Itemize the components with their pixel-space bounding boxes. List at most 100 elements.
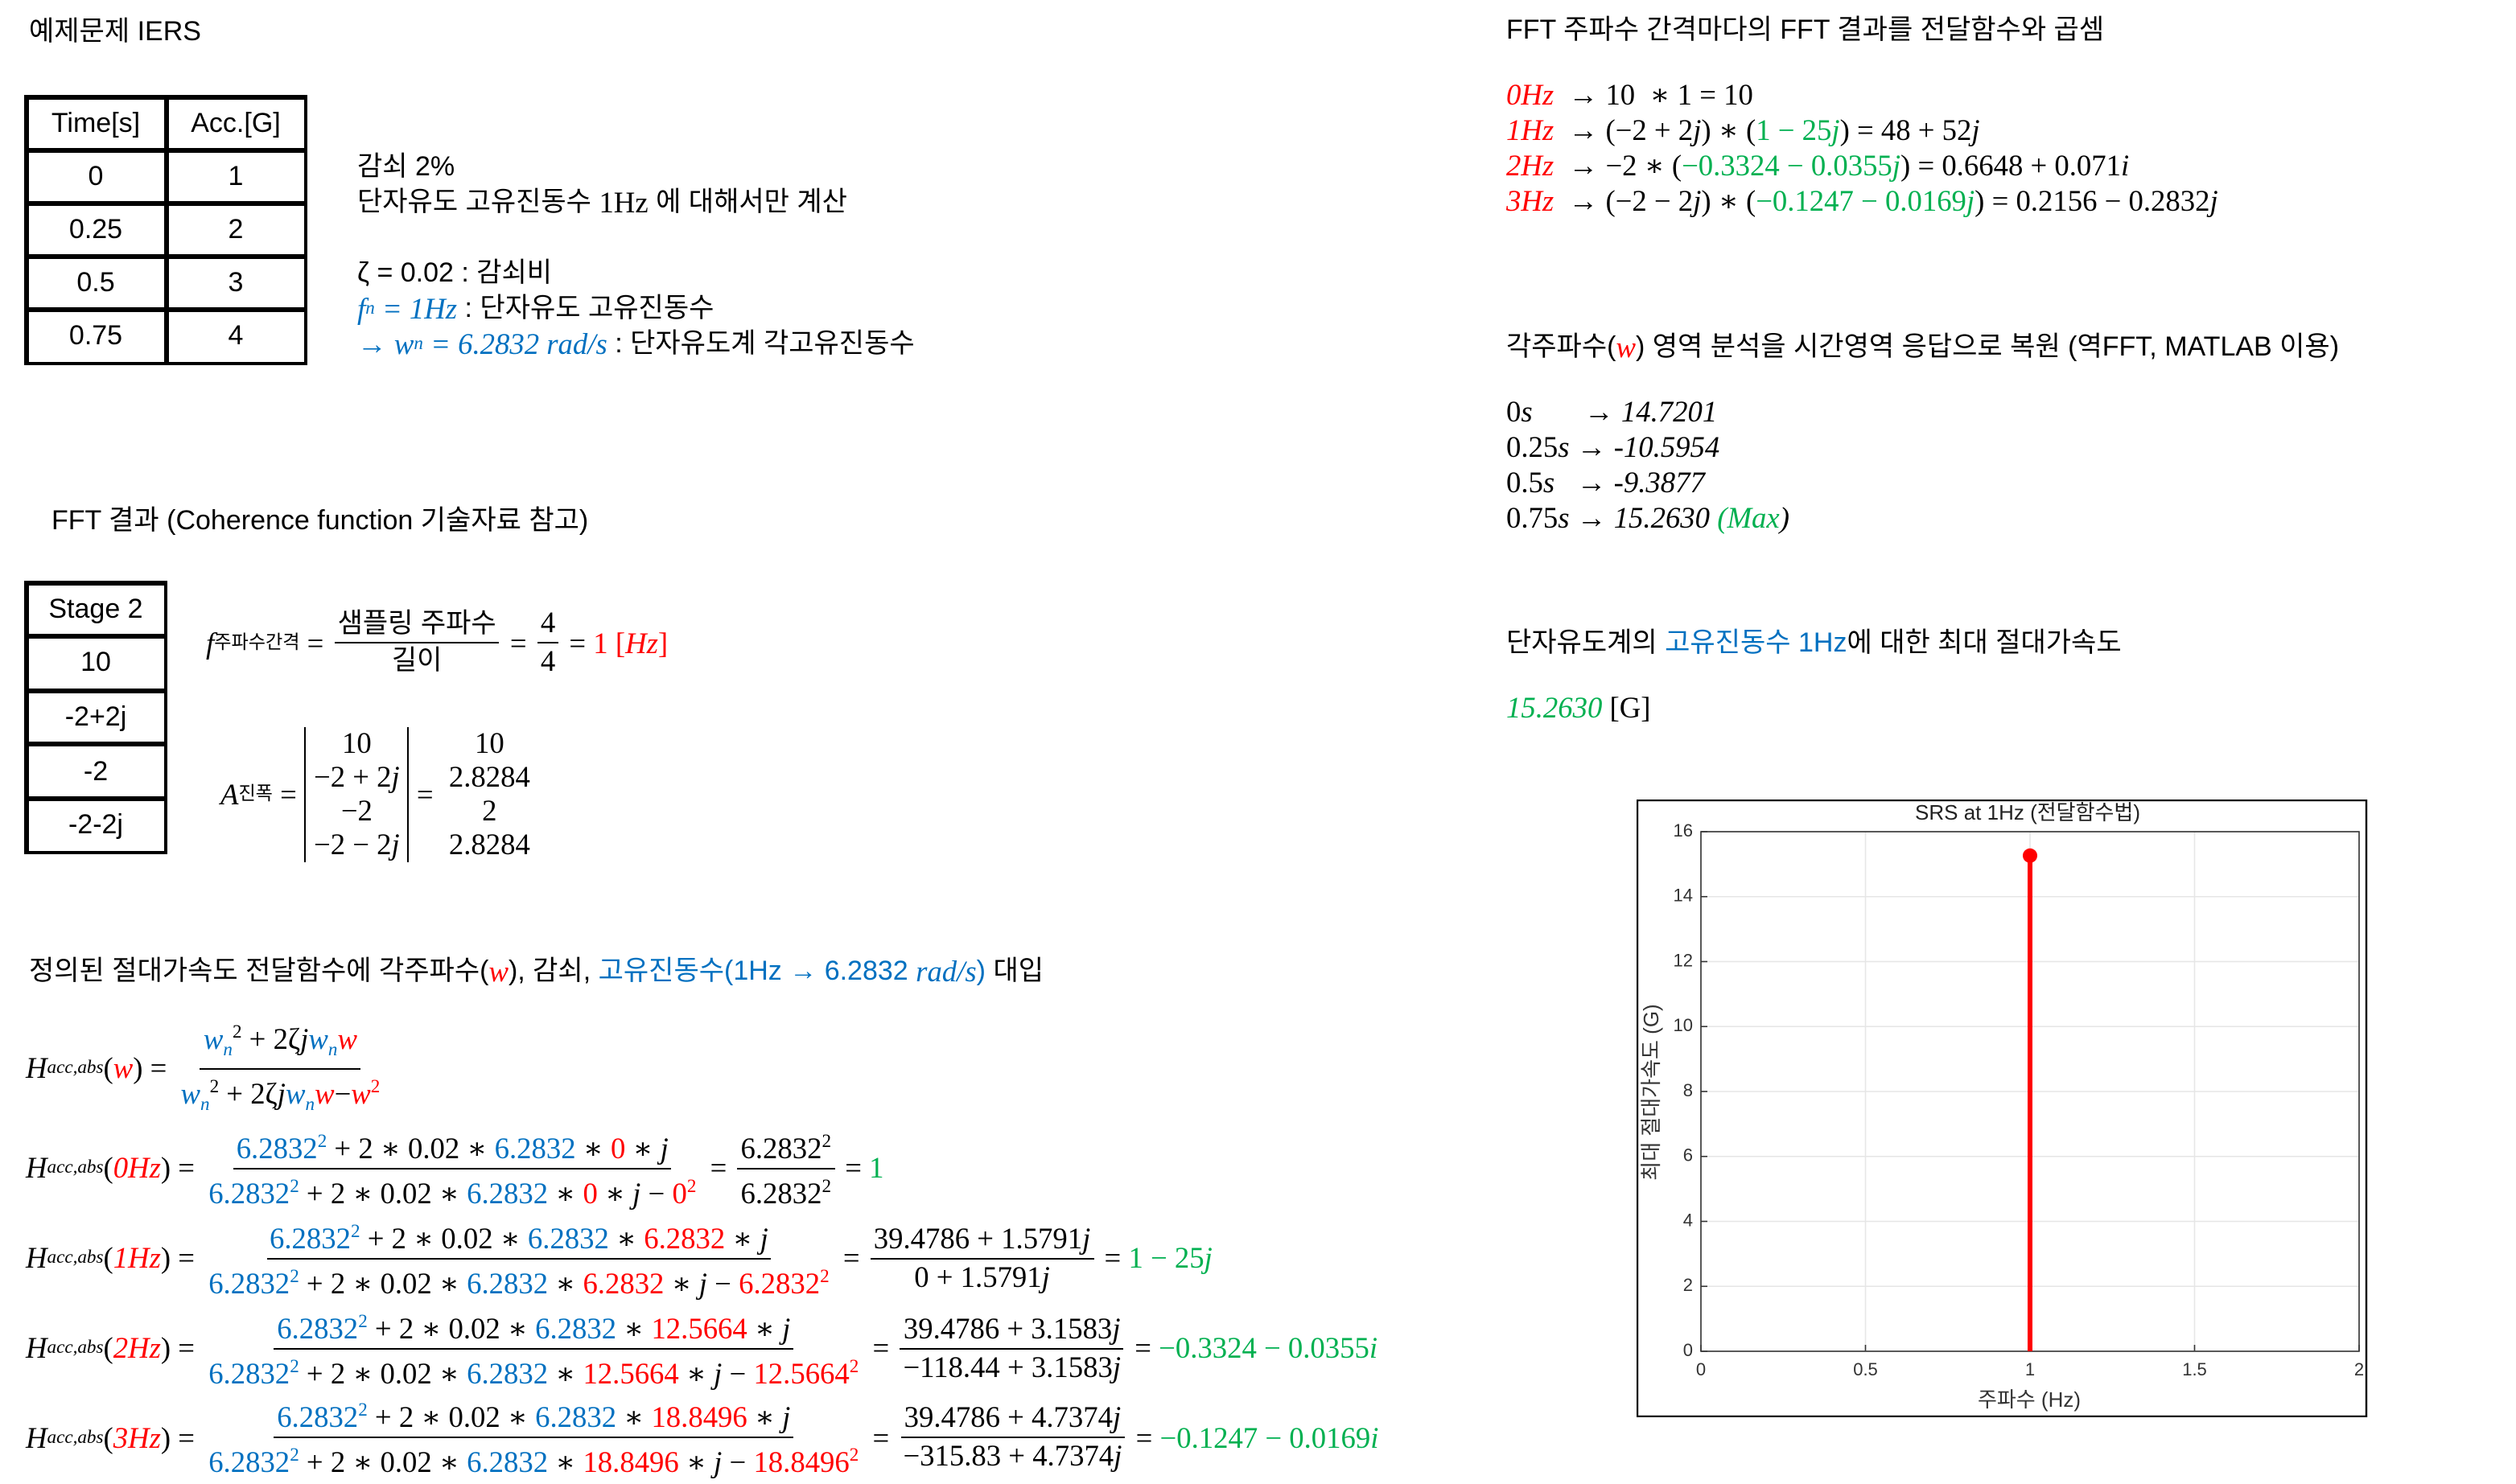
- matrix: 10 −2 + 2j −2 −2 − 2j: [304, 727, 410, 862]
- text-run: = 6.2832 rad/s: [422, 328, 607, 360]
- text-run: 18.8496: [583, 1446, 679, 1479]
- text-run: 0.5: [1506, 467, 1543, 499]
- text-run: 0: [1506, 396, 1522, 428]
- superscript: 2: [822, 1175, 832, 1197]
- text-run: H: [26, 1052, 47, 1085]
- text-run: j: [1892, 150, 1901, 182]
- notes: 감쇠 2% 단자유도 고유진동수 1Hz 에 대해서만 계산: [357, 150, 847, 220]
- numerator: 6.28322 + 2 ∗ 0.02 ∗ 6.2832 ∗ 6.2832 ∗ j: [266, 1215, 772, 1260]
- text-run: A: [220, 779, 239, 811]
- text-run: 에 대한 최대 절대가속도: [1847, 627, 2122, 658]
- text-run: s: [1542, 467, 1555, 499]
- text-run: → (−2 + 2: [1554, 114, 1694, 146]
- fraction: 39.4786 + 3.1583j −118.44 + 3.1583j: [900, 1310, 1124, 1386]
- text-run: 1 [: [593, 627, 626, 659]
- text-run: H: [26, 1332, 47, 1365]
- text-run: rad/s: [916, 956, 977, 988]
- superscript: 2: [317, 1130, 327, 1152]
- matrix-row: −2: [341, 795, 373, 828]
- subscript: acc,abs: [47, 1337, 104, 1359]
- text-run: −0.3324 − 0.0355: [1682, 150, 1892, 182]
- text-run: 4: [540, 645, 556, 677]
- chart-frame: [1637, 800, 2368, 1417]
- document: 예제문제 IERS Time[s] Acc.[G] 0 1 0.25 2 0.5 3 0.75 4…: [24, 14, 2368, 1479]
- text-run: =: [865, 1421, 897, 1454]
- text-run: (: [103, 1421, 113, 1454]
- text-run: H: [26, 1421, 47, 1454]
- text-run: ∗: [678, 1356, 714, 1389]
- text-run: + 2 ∗ 0.02 ∗: [299, 1356, 467, 1389]
- text-run: i: [1369, 1332, 1378, 1365]
- text-run: 6.2832: [583, 1267, 665, 1300]
- data-table: Time[s] Acc.[G] 0 1 0.25 2 0.5 3 0.75 4: [24, 95, 307, 365]
- title: 예제문제 IERS: [29, 16, 201, 47]
- text-run: 에 대해서만 계산: [648, 187, 847, 217]
- section-title: 각주파수(w) 영역 분석을 시간영역 응답으로 복원 (역FFT, MATLA…: [1506, 330, 2339, 365]
- text-run: 6.2832: [270, 1222, 351, 1255]
- numerator: 6.28322 + 2 ∗ 0.02 ∗ 6.2832 ∗ 0 ∗ j: [233, 1124, 672, 1170]
- text-run: 0: [672, 1177, 687, 1210]
- text-run: ) = 48 + 52: [1839, 114, 1972, 146]
- text-run: w: [351, 1077, 371, 1110]
- text-run: ∗: [747, 1401, 783, 1434]
- text-run: + 2 ∗ 0.02 ∗: [367, 1312, 536, 1345]
- table-cell: 0.25: [28, 205, 163, 255]
- text-run: 39.4786 + 3.1583: [903, 1312, 1113, 1345]
- numerator: 6.28322: [737, 1124, 835, 1170]
- denominator: 4: [537, 643, 558, 680]
- text-run: j: [1693, 114, 1702, 146]
- chart-title: SRS at 1Hz (전달함수법): [1915, 800, 2140, 824]
- table-cell: 3: [168, 259, 303, 308]
- text-run: f: [206, 627, 215, 659]
- section-title: 단자유도계의 고유진동수 1Hz 에 대한 최대 절대가속도: [1506, 626, 2122, 661]
- text-run: ): [1779, 502, 1789, 534]
- text-run: 각주파수(: [1506, 331, 1616, 362]
- matrix-row: −2 − 2j: [314, 828, 400, 862]
- text-run: 18.8496: [753, 1446, 850, 1479]
- matrix-row: 10: [475, 727, 504, 761]
- text-run: → 10 ∗ 1 = 10: [1554, 79, 1753, 111]
- fraction: 39.4786 + 4.7374j −315.83 + 4.7374j: [900, 1400, 1125, 1476]
- text-run: →: [1554, 467, 1614, 499]
- table-cell: 4: [168, 312, 303, 361]
- text-line: 0.75 s → 15.2630 (Max): [1506, 500, 1789, 536]
- text-run: ) ∗ (: [1701, 114, 1756, 146]
- y-tick-label: 16: [1674, 820, 1693, 841]
- text-run: ) =: [160, 1152, 203, 1185]
- text-run: + 2ζ: [241, 1022, 301, 1055]
- text-run: 3Hz: [113, 1421, 161, 1454]
- denominator: 6.28322 + 2 ∗ 0.02 ∗ 6.2832 ∗ 6.2832 ∗ j…: [205, 1259, 832, 1302]
- text-run: ∗: [548, 1267, 583, 1300]
- y-axis-label: 최대 절대가속도 (G): [1639, 1004, 1663, 1180]
- fraction: 샘플링 주파수 길이: [334, 606, 500, 679]
- text-run: j: [300, 1022, 309, 1055]
- text-run: 6.2832: [535, 1312, 617, 1345]
- text-run: j: [1693, 185, 1702, 217]
- text-run: f: [357, 293, 366, 325]
- text-run: =: [409, 779, 441, 811]
- text-run: →: [357, 328, 394, 360]
- superscript: 2: [822, 1130, 832, 1152]
- text-run: j: [782, 1401, 791, 1434]
- text-run: (: [103, 1332, 113, 1365]
- text-run: 0Hz: [1506, 79, 1554, 111]
- text-run: −2: [340, 795, 373, 827]
- text-run: i: [1370, 1421, 1379, 1454]
- text-run: 6.2832: [208, 1267, 290, 1300]
- text-run: 0 + 1.5791: [914, 1260, 1042, 1293]
- text-run: 6.2832: [739, 1267, 821, 1300]
- x-axis-label: 주파수 (Hz): [1978, 1387, 2081, 1412]
- text-run: =: [272, 779, 305, 811]
- numerator: 39.4786 + 4.7374j: [900, 1400, 1125, 1439]
- text-run: ) =: [160, 1332, 203, 1365]
- text-line: 0Hz → 10 ∗ 1 = 10: [1506, 77, 2218, 113]
- text-run: →: [1532, 396, 1621, 428]
- result: 15.2630 [G]: [1506, 690, 1651, 726]
- text-run: 샘플링 주파수: [337, 608, 496, 639]
- text-run: [G]: [1602, 692, 1651, 724]
